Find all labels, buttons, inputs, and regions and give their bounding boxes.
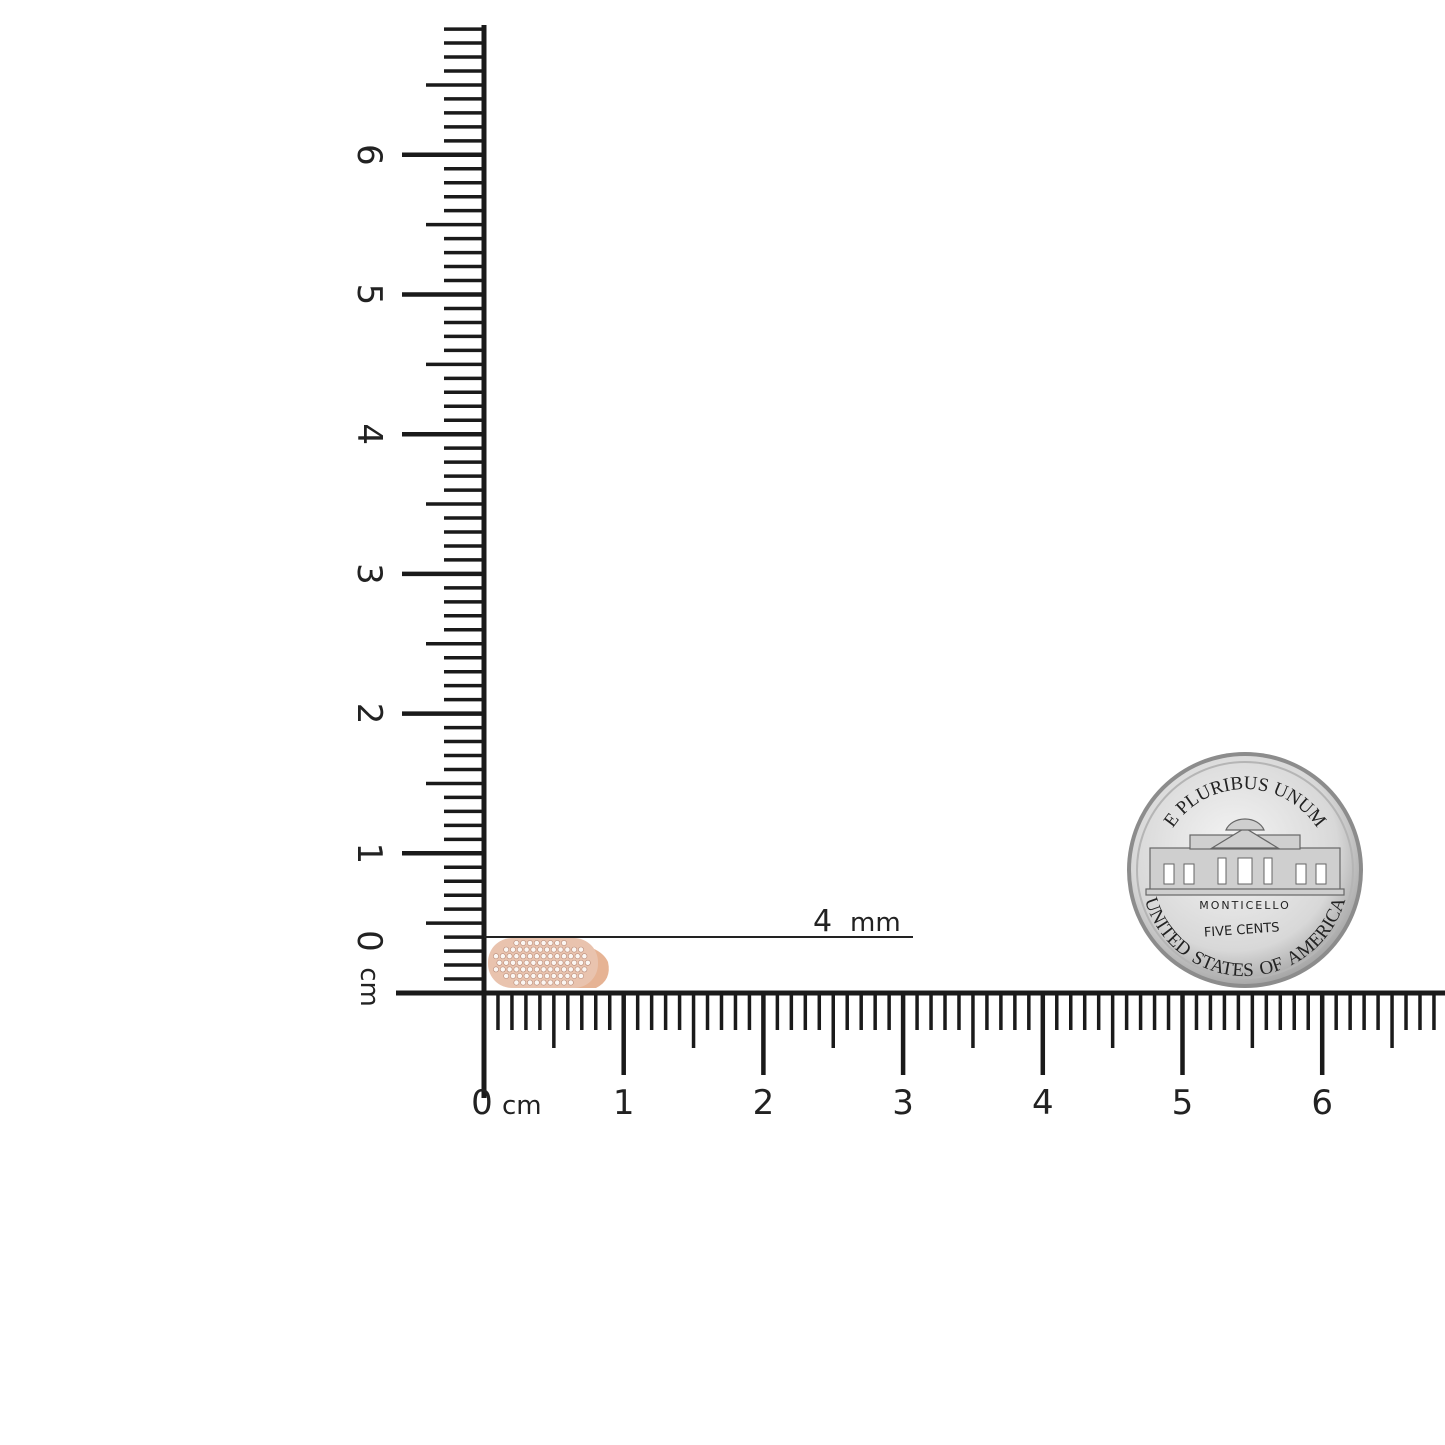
horizontal-label: 0 [471, 1083, 493, 1123]
horizontal-ruler-labels: 0 1 2 3 4 5 6 cm [471, 1083, 1333, 1123]
coin-building-text: MONTICELLO [1199, 899, 1291, 912]
vertical-label: 1 [349, 842, 389, 864]
vertical-label: 4 [349, 423, 389, 445]
ring-image [488, 938, 609, 988]
vertical-label: 2 [349, 703, 389, 725]
horizontal-label: 4 [1032, 1083, 1054, 1123]
nickel-coin-image: E PLURIBUS UNUM MONTICELLO FIVE CENTS UN… [1127, 752, 1363, 988]
vertical-label: 3 [349, 563, 389, 585]
vertical-label: 5 [349, 284, 389, 306]
horizontal-label: 3 [892, 1083, 914, 1123]
vertical-unit-label: cm [354, 967, 384, 1007]
horizontal-label: 5 [1172, 1083, 1194, 1123]
horizontal-label: 2 [753, 1083, 775, 1123]
measurement-unit: mm [850, 908, 901, 938]
vertical-label: 6 [349, 144, 389, 166]
coin-value-text: FIVE CENTS [1203, 920, 1280, 940]
horizontal-unit-label: cm [502, 1091, 542, 1121]
ruler-ticks [396, 27, 1436, 1098]
horizontal-label: 1 [613, 1083, 635, 1123]
measurement-value: 4 [813, 904, 832, 939]
vertical-ruler-labels: 0 1 2 3 4 5 6 cm [349, 144, 389, 1007]
vertical-label: 0 [349, 930, 389, 952]
horizontal-label: 6 [1311, 1083, 1333, 1123]
